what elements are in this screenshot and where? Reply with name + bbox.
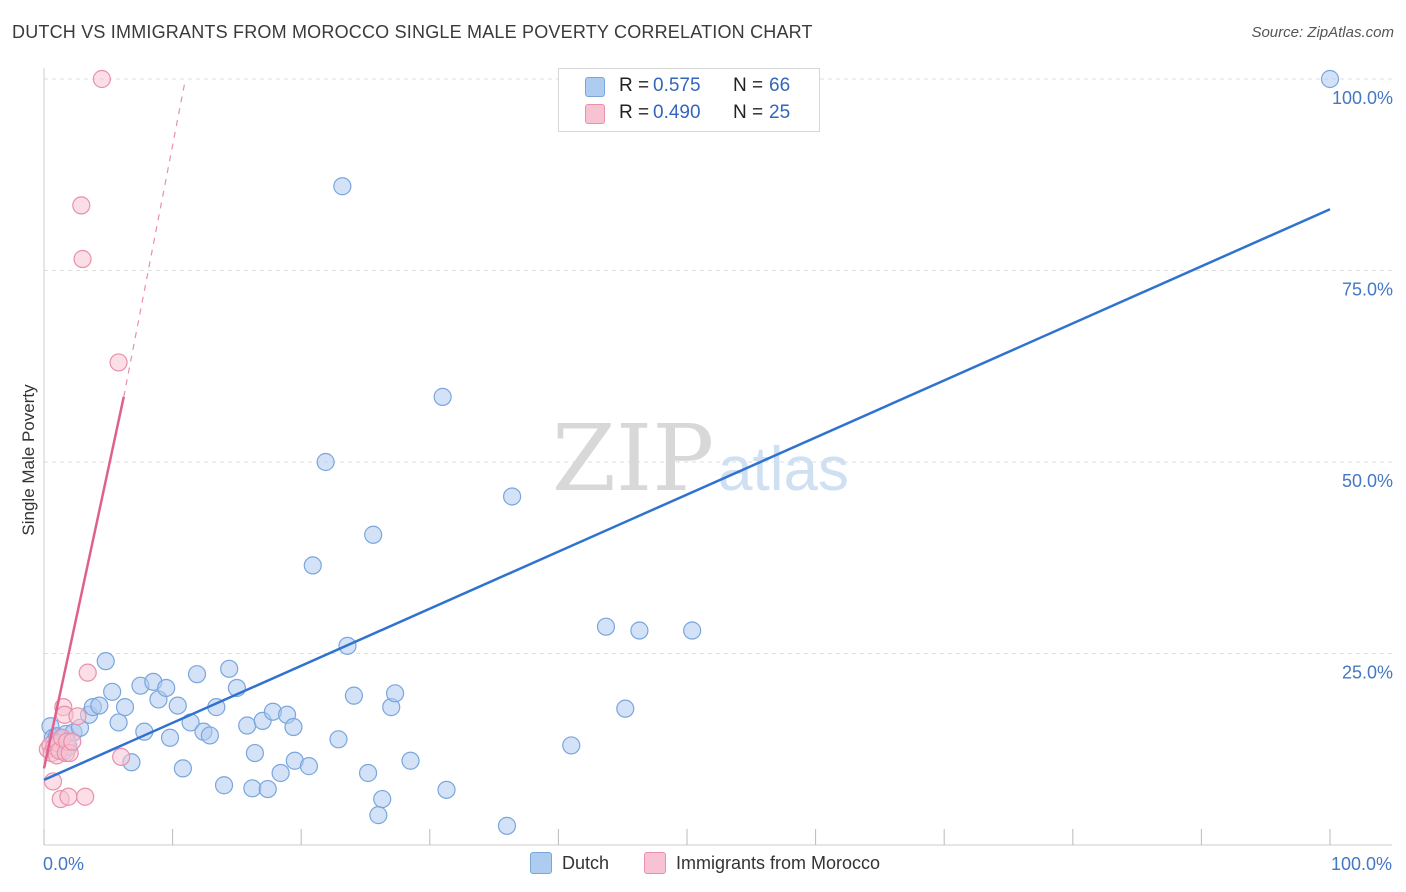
- point-morocco-22: [109, 353, 128, 372]
- point-dutch-44: [284, 717, 303, 737]
- point-dutch-59: [401, 751, 420, 770]
- point-dutch-31: [200, 726, 219, 745]
- watermark-atlas: atlas: [718, 435, 849, 504]
- point-dutch-53: [358, 763, 378, 783]
- legend-n-label-morocco: N =: [733, 102, 764, 123]
- point-dutch-18: [115, 698, 135, 717]
- point-dutch-16: [103, 682, 122, 701]
- point-dutch-56: [373, 789, 392, 809]
- point-dutch-17: [109, 713, 128, 732]
- legend-n-value-dutch: 66: [769, 75, 791, 96]
- point-dutch-52: [344, 686, 364, 705]
- trendline-dutch: [43, 208, 1331, 782]
- axes-layer: 25.0% 50.0% 75.0% 100.0%: [43, 68, 1393, 846]
- y-tick-label-100: 100.0%: [1332, 88, 1393, 108]
- x-tick-label-right: 100.0%: [1331, 854, 1392, 874]
- legend-r-label-morocco: R =: [619, 102, 650, 123]
- point-dutch-49: [329, 730, 348, 749]
- point-dutch-69: [1320, 69, 1340, 89]
- legend-n-label-dutch: N =: [733, 75, 764, 96]
- point-dutch-33: [214, 776, 234, 795]
- bottom-legend-dutch[interactable]: Dutch: [530, 852, 609, 874]
- point-dutch-55: [369, 806, 388, 825]
- y-tick-label-25: 25.0%: [1342, 663, 1393, 683]
- point-morocco-21: [78, 663, 97, 682]
- bottom-legend-label-morocco: Immigrants from Morocco: [676, 852, 881, 873]
- point-dutch-40: [258, 779, 277, 799]
- point-morocco-16: [63, 732, 82, 751]
- point-morocco-17: [68, 707, 87, 726]
- point-dutch-37: [243, 779, 262, 798]
- point-dutch-58: [385, 684, 405, 703]
- bottom-legend-swatch-morocco: [644, 852, 666, 874]
- legend-swatch-morocco: [585, 104, 605, 124]
- chart-title: DUTCH VS IMMIGRANTS FROM MOROCCO SINGLE …: [12, 22, 813, 42]
- point-dutch-48: [316, 452, 335, 472]
- bottom-legend-swatch-dutch: [530, 852, 552, 874]
- point-dutch-47: [303, 556, 322, 575]
- watermark-zip: ZIP: [552, 405, 714, 512]
- point-dutch-65: [596, 617, 616, 636]
- point-dutch-42: [271, 763, 290, 783]
- trend-layer: [42, 78, 1331, 782]
- grid-layer: [44, 78, 1392, 654]
- x-tick-label-left: 0.0%: [43, 854, 84, 874]
- point-morocco-14: [59, 787, 78, 806]
- point-dutch-67: [630, 621, 649, 640]
- bottom-legend: Dutch Immigrants from Morocco: [0, 852, 1406, 878]
- point-dutch-61: [437, 780, 456, 799]
- bottom-legend-morocco[interactable]: Immigrants from Morocco: [644, 852, 880, 874]
- source-label: Source: ZipAtlas.com: [1251, 24, 1394, 41]
- point-dutch-46: [299, 757, 319, 776]
- legend-n-value-morocco: 25: [769, 102, 791, 123]
- point-morocco-24: [92, 69, 111, 89]
- point-morocco-20: [76, 787, 95, 806]
- point-dutch-14: [90, 696, 109, 715]
- point-dutch-63: [503, 487, 522, 506]
- point-dutch-26: [168, 696, 187, 715]
- trendline-extension-morocco: [123, 78, 187, 398]
- legend-swatch-dutch: [585, 77, 605, 97]
- stats-legend: R = 0.575 N = 66 R = 0.490 N = 25: [558, 68, 820, 132]
- point-dutch-25: [160, 728, 180, 747]
- point-dutch-54: [364, 525, 383, 544]
- point-morocco-19: [72, 196, 91, 215]
- point-dutch-29: [187, 665, 207, 684]
- legend-r-label-dutch: R =: [619, 75, 650, 96]
- points-layer: [38, 69, 1340, 835]
- trendline-morocco: [42, 396, 125, 769]
- point-dutch-38: [245, 743, 265, 763]
- point-dutch-36: [238, 716, 257, 735]
- legend-r-value-morocco: 0.490: [653, 102, 701, 123]
- legend-r-value-dutch: 0.575: [653, 75, 701, 96]
- y-axis-label: Single Male Poverty: [19, 384, 38, 536]
- point-dutch-66: [616, 699, 635, 718]
- bottom-legend-label-dutch: Dutch: [562, 852, 610, 873]
- point-dutch-24: [157, 678, 176, 698]
- point-dutch-27: [173, 759, 192, 778]
- point-dutch-15: [96, 652, 115, 671]
- point-morocco-18: [73, 249, 92, 269]
- point-dutch-62: [497, 816, 517, 835]
- point-dutch-50: [333, 177, 352, 196]
- y-tick-label-75: 75.0%: [1342, 280, 1393, 300]
- point-dutch-68: [683, 621, 702, 640]
- point-dutch-60: [433, 387, 452, 406]
- point-dutch-64: [562, 736, 581, 755]
- point-morocco-23: [112, 747, 131, 767]
- y-tick-label-50: 50.0%: [1342, 471, 1393, 491]
- point-dutch-34: [220, 659, 239, 678]
